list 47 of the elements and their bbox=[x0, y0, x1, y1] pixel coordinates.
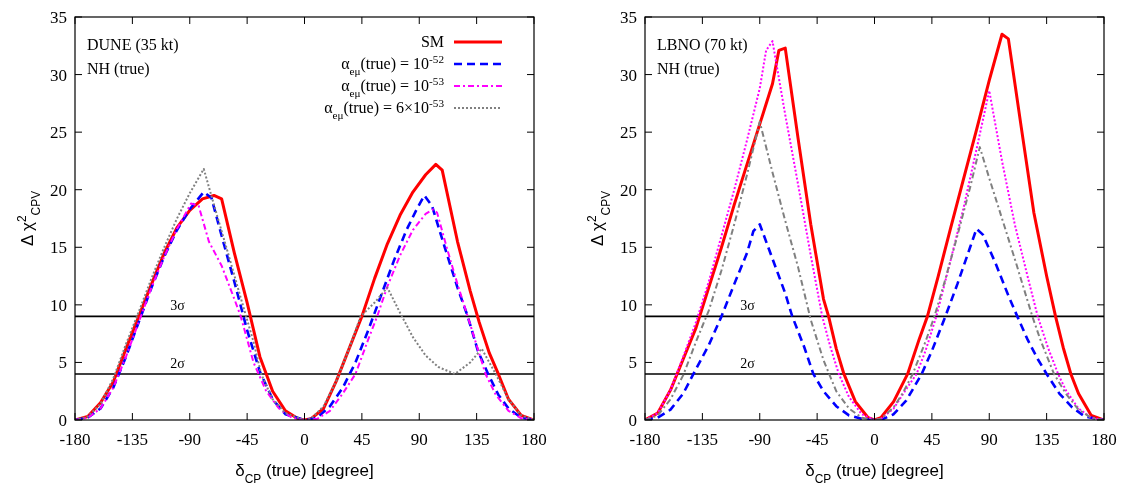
y-tick-label: 35 bbox=[50, 8, 67, 27]
x-tick-label: 135 bbox=[1033, 430, 1060, 449]
y-tick-label: 10 bbox=[620, 295, 637, 315]
ref-line-label: 3σ bbox=[170, 298, 186, 314]
y-tick-label: 20 bbox=[50, 180, 67, 200]
y-tick-label: 30 bbox=[50, 65, 67, 85]
x-tick-label: 0 bbox=[300, 430, 309, 449]
x-tick-label: 135 bbox=[463, 430, 490, 449]
x-tick-label: -45 bbox=[805, 430, 829, 449]
y-tick-label: 20 bbox=[620, 180, 637, 200]
annotation: DUNE (35 kt) bbox=[87, 36, 179, 54]
y-tick-label: 25 bbox=[620, 123, 637, 143]
x-tick-label: -135 bbox=[686, 430, 718, 449]
y-tick-label: 25 bbox=[50, 123, 67, 143]
y-tick-label: 15 bbox=[620, 238, 637, 258]
y-tick-label: 35 bbox=[620, 8, 637, 27]
legend-label: α$_{eμ}$(true) = 10$^{-52}$ bbox=[341, 53, 444, 77]
y-tick-label: 30 bbox=[620, 65, 637, 85]
x-tick-label: -180 bbox=[59, 430, 91, 449]
y-tick-label: 0 bbox=[58, 411, 67, 430]
y-tick-label: 5 bbox=[628, 353, 637, 373]
ref-line-label: 2σ bbox=[740, 355, 756, 371]
ref-line-label: 2σ bbox=[170, 355, 186, 371]
y-tick-label: 0 bbox=[628, 411, 637, 430]
ref-line-label: 3σ bbox=[740, 298, 756, 314]
x-axis-title: δ$_{CP}$ (true) [degree] bbox=[235, 461, 374, 486]
x-tick-label: -135 bbox=[116, 430, 148, 449]
x-tick-label: 90 bbox=[410, 430, 428, 449]
annotation: NH (true) bbox=[87, 60, 150, 78]
x-tick-label: 0 bbox=[870, 430, 879, 449]
annotation: NH (true) bbox=[657, 60, 720, 78]
x-tick-label: 180 bbox=[1091, 430, 1117, 449]
x-tick-label: -180 bbox=[629, 430, 661, 449]
x-tick-label: -90 bbox=[748, 430, 772, 449]
annotation: LBNO (70 kt) bbox=[657, 36, 748, 54]
x-tick-label: 45 bbox=[353, 430, 371, 449]
x-tick-label: -90 bbox=[178, 430, 202, 449]
y-tick-label: 15 bbox=[50, 238, 67, 258]
x-axis-title: δ$_{CP}$ (true) [degree] bbox=[805, 461, 944, 486]
line-series bbox=[645, 120, 1104, 420]
x-tick-label: 90 bbox=[980, 430, 998, 449]
legend-label: SM bbox=[420, 33, 444, 50]
y-tick-label: 5 bbox=[58, 353, 67, 373]
x-tick-label: 180 bbox=[521, 430, 547, 449]
x-tick-label: 45 bbox=[923, 430, 941, 449]
y-tick-label: 10 bbox=[50, 295, 67, 315]
x-tick-label: -45 bbox=[235, 430, 259, 449]
